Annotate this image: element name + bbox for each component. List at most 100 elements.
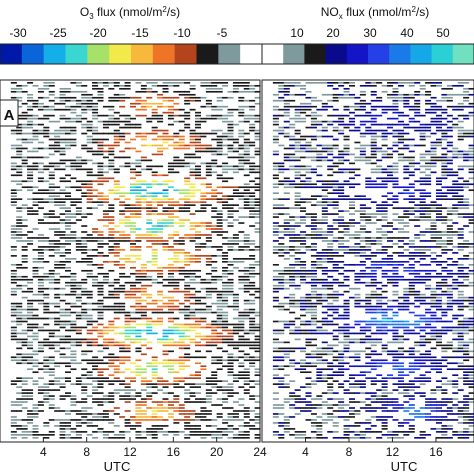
o3-heatmap-cell: [216, 105, 223, 108]
o3-heatmap-cell: [222, 258, 229, 260]
o3-heatmap-cell: [200, 419, 207, 421]
o3-heatmap-cell: [222, 419, 229, 421]
nox-heatmap-cell: [294, 168, 301, 171]
o3-heatmap-cell: [173, 210, 180, 212]
o3-heatmap-cell: [167, 392, 174, 394]
o3-heatmap-cell: [200, 183, 207, 186]
o3-heatmap-cell: [140, 380, 147, 382]
nox-heatmap-cell: [278, 269, 285, 272]
o3-heatmap-cell: [81, 419, 88, 421]
o3-heatmap-cell: [81, 147, 88, 150]
o3-heatmap-cell: [189, 189, 196, 192]
nox-heatmap-cell: [338, 243, 345, 245]
nox-heatmap-cell: [332, 278, 339, 281]
nox-heatmap-cell: [278, 126, 285, 129]
nox-heatmap-cell: [332, 201, 339, 203]
o3-heatmap-cell: [216, 416, 223, 418]
o3-heatmap-cell: [140, 114, 147, 117]
nox-heatmap-cell: [441, 153, 448, 156]
o3-heatmap-cell: [119, 263, 126, 266]
o3-heatmap-cell: [146, 90, 153, 93]
o3-heatmap-cell: [173, 287, 180, 290]
nox-heatmap-cell: [435, 237, 442, 239]
nox-heatmap-cell: [387, 168, 394, 171]
nox-heatmap-cell: [305, 144, 312, 147]
o3-heatmap-cell: [211, 192, 218, 195]
o3-heatmap-cell: [65, 195, 72, 198]
o3-heatmap-cell: [146, 278, 153, 281]
o3-heatmap-cell: [92, 326, 99, 329]
nox-heatmap-cell: [403, 261, 410, 263]
nox-heatmap-cell: [305, 308, 312, 311]
o3-heatmap-cell: [222, 105, 229, 108]
o3-heatmap-cell: [189, 341, 196, 344]
nox-heatmap-cell: [305, 323, 312, 326]
o3-heatmap-cell: [86, 359, 93, 362]
o3-heatmap-cell: [227, 323, 234, 326]
nox-heatmap-cell: [359, 102, 366, 105]
o3-heatmap-cell: [81, 413, 88, 415]
o3-heatmap-cell: [189, 222, 196, 224]
o3-heatmap-cell: [124, 258, 131, 260]
nox-heatmap-cell: [468, 213, 474, 215]
o3-heatmap-cell: [108, 308, 115, 311]
o3-heatmap-cell: [238, 365, 245, 368]
o3-heatmap-cell: [140, 377, 147, 379]
o3-heatmap-cell: [243, 144, 250, 147]
o3-heatmap-cell: [232, 186, 239, 189]
o3-heatmap-cell: [162, 311, 169, 314]
o3-heatmap-cell: [249, 210, 256, 212]
o3-heatmap-cell: [167, 344, 174, 347]
nox-heatmap-cell: [300, 111, 307, 114]
o3-heatmap-cell: [249, 269, 256, 272]
nox-heatmap-cell: [435, 192, 442, 195]
o3-heatmap-cell: [37, 434, 44, 436]
nox-heatmap-cell: [457, 323, 464, 326]
o3-heatmap-cell: [70, 290, 77, 293]
o3-heatmap-cell: [254, 201, 261, 203]
o3-heatmap-cell: [238, 156, 245, 159]
o3-heatmap-cell: [238, 371, 245, 374]
nox-heatmap-cell: [435, 195, 442, 198]
o3-heatmap-cell: [189, 431, 196, 433]
nox-heatmap-cell: [365, 302, 372, 305]
nox-heatmap-cell: [310, 126, 317, 129]
o3-heatmap-cell: [130, 362, 137, 365]
o3-heatmap-cell: [178, 290, 185, 293]
o3-heatmap-cell: [59, 198, 66, 200]
o3-heatmap-cell: [178, 311, 185, 314]
o3-heatmap-cell: [184, 252, 191, 254]
o3-heatmap-cell: [173, 341, 180, 344]
nox-heatmap-cell: [381, 195, 388, 198]
o3-heatmap-cell: [243, 120, 250, 123]
o3-heatmap-cell: [227, 195, 234, 198]
o3-heatmap-cell: [65, 281, 72, 284]
nox-heatmap-cell: [272, 82, 279, 84]
o3-heatmap-cell: [254, 263, 261, 266]
o3-heatmap-cell: [146, 102, 153, 105]
o3-heatmap-cell: [97, 192, 104, 195]
o3-heatmap-cell: [140, 431, 147, 433]
o3-heatmap-cell: [238, 350, 245, 353]
nox-heatmap-cell: [316, 258, 323, 260]
o3-heatmap-cell: [140, 410, 147, 412]
o3-heatmap-cell: [227, 114, 234, 117]
o3-heatmap-cell: [59, 201, 66, 203]
o3-heatmap-cell: [92, 431, 99, 433]
o3-heatmap-cell: [70, 275, 77, 278]
nox-heatmap-cell: [397, 216, 404, 218]
o3-heatmap-cell: [216, 90, 223, 93]
o3-heatmap-cell: [75, 186, 82, 189]
o3-heatmap-cell: [102, 410, 109, 412]
o3-heatmap-cell: [173, 243, 180, 245]
nox-heatmap-cell: [300, 183, 307, 186]
nox-heatmap-cell: [452, 281, 459, 284]
o3-heatmap-cell: [135, 126, 142, 129]
o3-heatmap-cell: [130, 425, 137, 427]
nox-heatmap-cell: [283, 228, 290, 230]
o3-heatmap-cell: [27, 323, 34, 326]
o3-heatmap-cell: [97, 240, 104, 242]
o3-heatmap-cell: [75, 156, 82, 159]
o3-heatmap-cell: [200, 201, 207, 203]
o3-heatmap-cell: [86, 329, 93, 332]
